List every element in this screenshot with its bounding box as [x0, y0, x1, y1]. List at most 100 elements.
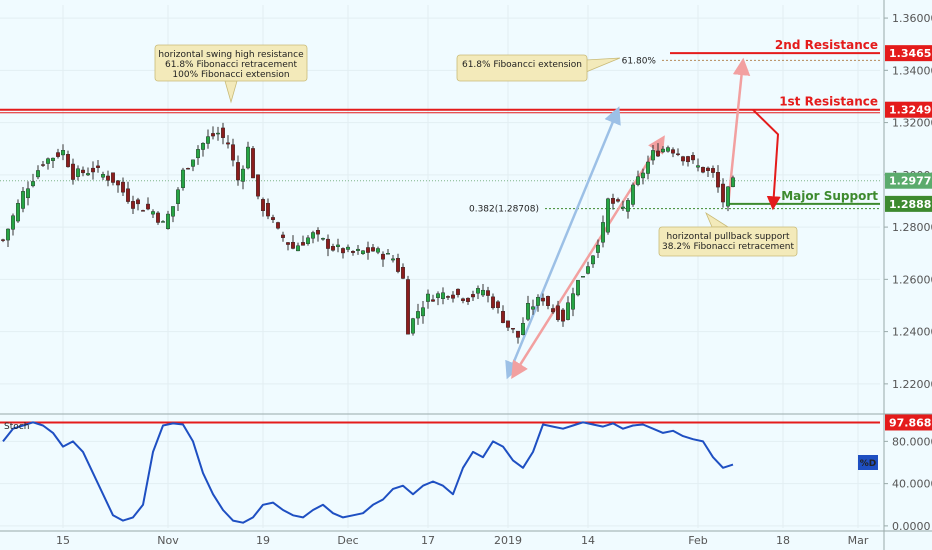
osc-level-label: 97.8685	[889, 416, 932, 429]
y-tick-label: 1.36000	[892, 12, 932, 25]
candle-body	[16, 203, 20, 222]
candle-body	[721, 183, 725, 203]
candle-body	[551, 308, 555, 313]
candle-body	[296, 245, 300, 252]
candle-body	[356, 248, 360, 251]
stochastic-panel: Stoch %D	[0, 421, 880, 524]
candle-body	[46, 158, 50, 164]
candle-body	[371, 247, 375, 252]
candle-body	[156, 212, 160, 223]
price-tag-label: 1.34657	[889, 47, 932, 60]
candle-body	[656, 150, 660, 157]
candle-body	[41, 164, 45, 166]
candle-body	[121, 181, 125, 193]
candle-body	[521, 323, 525, 335]
candle-body	[666, 147, 670, 152]
candle-body	[376, 248, 380, 253]
candle-body	[471, 294, 475, 298]
callout-box	[658, 226, 798, 257]
candle-body	[401, 267, 405, 279]
x-tick-label: 14	[581, 534, 595, 547]
callout-fib-extension: 61.8% Fiboancci extension	[456, 54, 621, 82]
candle-body	[101, 174, 105, 178]
candle-body	[571, 293, 575, 310]
candle-body	[96, 165, 100, 168]
candle-body	[166, 213, 170, 230]
callout-text: 100% Fibonacci extension	[172, 70, 289, 80]
candle-body	[396, 258, 400, 272]
price-tag-label: 1.28889	[889, 198, 932, 211]
candle-body	[1, 239, 5, 241]
callout-box	[456, 54, 588, 82]
candle-body	[731, 177, 735, 187]
candle-body	[511, 328, 515, 330]
candle-body	[176, 189, 180, 204]
candle-body	[86, 173, 90, 176]
candle-body	[431, 299, 435, 302]
candle-body	[61, 150, 65, 156]
candle-body	[411, 318, 415, 334]
osc-tick-label: 40.0000	[892, 478, 932, 491]
candle-body	[561, 309, 565, 322]
candle-body	[271, 217, 275, 220]
candle-body	[446, 296, 450, 298]
candle-body	[311, 232, 315, 239]
candle-body	[711, 168, 715, 173]
price-tag	[885, 45, 932, 62]
indicator-name: Stoch	[4, 422, 29, 432]
candle-body	[76, 168, 80, 177]
level-label: 1st Resistance	[779, 95, 878, 109]
candle-body	[576, 280, 580, 296]
candle-body	[541, 297, 545, 302]
candle-body	[676, 153, 680, 155]
candle-body	[646, 161, 650, 174]
x-tick-label: 2019	[494, 534, 522, 547]
candle-body	[171, 206, 175, 217]
projection-arrow-down	[752, 109, 781, 211]
candle-body	[116, 180, 120, 186]
candle-body	[651, 150, 655, 161]
candle-body	[266, 203, 270, 217]
candle-body	[346, 246, 350, 250]
candle-body	[256, 174, 260, 197]
candle-body	[181, 169, 185, 188]
candle-body	[316, 230, 320, 235]
candle-body	[641, 172, 645, 179]
candle-body	[21, 191, 25, 209]
candle-body	[281, 234, 285, 238]
callout-text: horizontal swing high resistance	[158, 50, 304, 60]
candle-body	[381, 253, 385, 260]
candle-body	[326, 238, 330, 249]
candle-body	[246, 146, 250, 169]
candle-body	[126, 188, 130, 202]
level-label: Major Support	[781, 189, 878, 203]
x-tick-label: Nov	[157, 534, 179, 547]
stoch-d-badge	[858, 455, 878, 470]
candle-body	[686, 156, 690, 163]
candle-body	[581, 276, 585, 278]
candle-body	[146, 203, 150, 210]
y-tick-label: 1.22000	[892, 378, 932, 391]
candle-body	[691, 155, 695, 161]
candle-body	[151, 211, 155, 215]
level-label: 2nd Resistance	[775, 38, 878, 52]
candle-body	[161, 221, 165, 223]
candle-body	[681, 156, 685, 162]
x-tick-label: 15	[56, 534, 70, 547]
candle-body	[301, 242, 305, 246]
stoch-d-line	[2, 421, 734, 524]
candle-body	[141, 210, 145, 212]
candle-body	[36, 170, 40, 178]
candle-body	[6, 228, 10, 241]
candle-body	[56, 152, 60, 157]
x-tick-label: Mar	[848, 534, 869, 547]
candle-body	[491, 296, 495, 309]
candle-body	[241, 168, 245, 182]
current-price-tag	[885, 172, 932, 189]
candle-body	[66, 154, 70, 168]
callout-text: 38.2% Fibonacci retracement	[662, 242, 794, 252]
candle-body	[601, 222, 605, 243]
